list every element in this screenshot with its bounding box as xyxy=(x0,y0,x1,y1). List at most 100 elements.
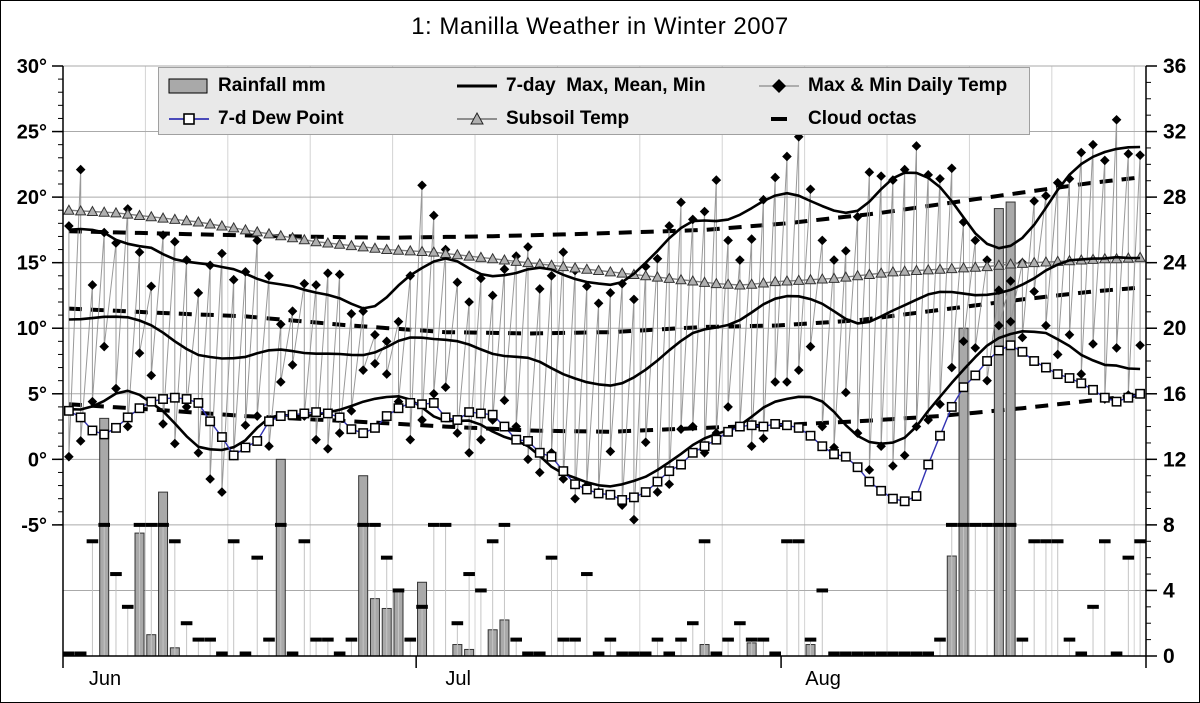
daily-temp-diamond xyxy=(935,173,945,184)
daily-temp-diamond xyxy=(311,434,321,445)
subsoil-triangle xyxy=(816,273,829,284)
daily-temp-diamond xyxy=(593,298,604,309)
daily-temp-diamond xyxy=(181,255,192,265)
dew-point-square xyxy=(346,424,357,435)
dew-point-square xyxy=(299,408,310,419)
cloud-octas xyxy=(63,522,1146,656)
daily-temp-diamond xyxy=(829,255,839,265)
dew-point-square xyxy=(664,466,675,477)
daily-temp-diamond xyxy=(876,441,886,452)
subsoil-triangle xyxy=(522,256,534,268)
dew-point-square xyxy=(287,409,298,420)
subsoil-triangle xyxy=(357,240,370,252)
daily-temp-diamond xyxy=(476,273,486,284)
daily-temp-diamond xyxy=(523,242,533,252)
subsoil-triangle xyxy=(510,255,523,266)
dew-point-square xyxy=(405,398,416,408)
dew-point-square xyxy=(216,432,227,442)
subsoil-triangle xyxy=(263,227,275,239)
daily-temp-diamond xyxy=(605,446,616,457)
daily-temp-diamond xyxy=(841,246,851,256)
dash-icon xyxy=(771,116,787,121)
daily-temp-diamond xyxy=(534,467,545,478)
subsoil-triangle xyxy=(110,206,122,218)
subsoil-triangle xyxy=(686,274,699,286)
left-axis-label: 25° xyxy=(17,122,47,144)
square-line-icon xyxy=(169,112,209,125)
right-axis-label: 24 xyxy=(1163,252,1187,275)
daily-temp-diamond xyxy=(652,253,663,264)
daily-temp-diamond xyxy=(440,382,451,393)
subsoil-triangle xyxy=(298,233,311,245)
daily-temp-diamond xyxy=(334,428,345,438)
dew-point-square xyxy=(699,441,710,452)
daily-temp-diamond xyxy=(817,421,828,432)
subsoil-triangle xyxy=(192,215,205,227)
daily-temp-diamond xyxy=(899,450,910,461)
daily-temp-diamond xyxy=(523,454,533,465)
daily-temp-diamond xyxy=(1064,329,1075,340)
daily-temp-diamond xyxy=(99,341,110,352)
daily-temp-diamond xyxy=(240,267,251,277)
dew-point-square xyxy=(452,415,463,425)
subsoil-triangle xyxy=(910,264,923,276)
right-axis-label: 32 xyxy=(1163,121,1186,144)
subsoil-triangle xyxy=(98,206,111,217)
subsoil-triangle xyxy=(216,219,228,231)
subsoil-triangle xyxy=(604,265,617,277)
subsoil-triangle xyxy=(251,225,264,237)
daily-temp-diamond xyxy=(346,309,357,319)
dew-point-square xyxy=(558,466,569,477)
daily-temp-diamond xyxy=(346,406,357,416)
dew-point-square xyxy=(970,370,981,381)
daily-temp-diamond xyxy=(770,172,780,183)
subsoil-triangle xyxy=(227,221,240,233)
subsoil-triangle xyxy=(333,238,346,249)
daily-temp-diamond xyxy=(429,210,439,221)
daily-temp-diamond xyxy=(1088,339,1098,349)
right-axis-label: 4 xyxy=(1163,579,1175,602)
daily-temp-diamond xyxy=(1123,149,1134,159)
solid-line-icon xyxy=(457,84,497,87)
dew-point-square xyxy=(958,382,969,393)
dew-point-square xyxy=(640,487,651,498)
legend-label: Rainfall mm xyxy=(218,74,326,96)
left-axis-label: 15° xyxy=(17,253,47,275)
subsoil-triangle xyxy=(639,269,652,281)
daily-temp-diamond xyxy=(358,365,368,375)
daily-temp-diamond xyxy=(111,383,121,394)
subsoil-triangle xyxy=(651,271,664,282)
daily-temp-diamond xyxy=(852,428,863,438)
daily-temp-diamond xyxy=(452,428,463,438)
dew-point-square xyxy=(370,422,380,433)
daily-temp-diamond xyxy=(1099,155,1110,166)
daily-temp-diamond xyxy=(746,441,757,452)
subsoil-triangle xyxy=(74,204,87,216)
daily-temp-diamond xyxy=(1041,320,1051,331)
dew-point-square xyxy=(676,459,686,470)
daily-temp-diamond xyxy=(888,461,898,471)
right-axis-label: 0 xyxy=(1163,645,1175,668)
daily-temp-diamond xyxy=(134,247,145,257)
subsoil-triangle xyxy=(498,254,511,265)
daily-temp-diamond xyxy=(370,358,380,369)
daily-temp-diamond xyxy=(1041,191,1051,201)
daily-temp-diamond xyxy=(864,465,875,475)
dew-point-square xyxy=(381,411,392,422)
daily-temp-diamond xyxy=(287,306,298,316)
dew-point-square xyxy=(687,447,698,458)
subsoil-triangle xyxy=(416,245,428,257)
daily-temp-diamond xyxy=(464,297,474,307)
chart-title: 1: Manilla Weather in Winter 2007 xyxy=(411,13,789,40)
daily-temp-diamond xyxy=(994,320,1004,331)
daily-temp-diamond xyxy=(393,396,404,407)
daily-temp-diamond xyxy=(146,370,157,381)
daily-temp-diamond xyxy=(417,180,427,191)
subsoil-triangle xyxy=(427,246,440,257)
dew-point-square xyxy=(805,430,816,441)
subsoil-triangle xyxy=(1004,257,1017,269)
daily-temp-diamond xyxy=(640,261,651,272)
daily-temp-diamond xyxy=(264,441,274,452)
subsoil-triangle xyxy=(592,264,605,276)
daily-temp-diamond xyxy=(1029,286,1039,297)
